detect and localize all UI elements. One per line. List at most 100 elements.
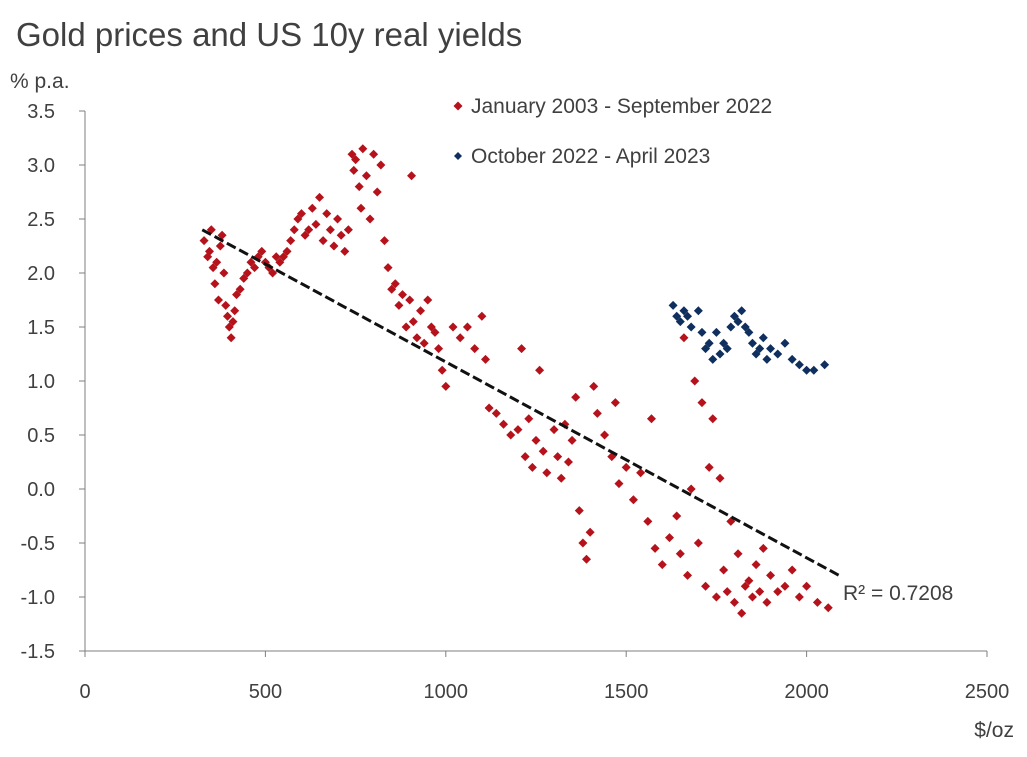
data-point bbox=[701, 581, 711, 591]
x-axis-label: $/oz bbox=[974, 719, 1014, 742]
data-point bbox=[733, 549, 743, 559]
series-1 bbox=[199, 144, 833, 618]
data-point bbox=[430, 327, 440, 337]
x-tick-label: 500 bbox=[249, 681, 282, 703]
data-point bbox=[556, 473, 566, 483]
y-tick-label: 1.0 bbox=[27, 371, 55, 393]
data-point bbox=[228, 317, 238, 327]
data-point bbox=[239, 273, 249, 283]
data-point bbox=[719, 338, 729, 348]
data-point bbox=[610, 398, 620, 408]
data-point bbox=[733, 317, 743, 327]
data-point bbox=[766, 570, 776, 580]
x-tick-label: 0 bbox=[79, 681, 90, 703]
data-point bbox=[711, 327, 721, 337]
data-point bbox=[278, 252, 288, 262]
legend-marker bbox=[453, 101, 463, 111]
data-point bbox=[340, 246, 350, 256]
data-point bbox=[600, 430, 610, 440]
y-tick-label: 1.5 bbox=[27, 317, 55, 339]
data-point bbox=[491, 408, 501, 418]
data-point bbox=[668, 300, 678, 310]
data-point bbox=[219, 268, 229, 278]
data-point bbox=[354, 182, 364, 192]
data-point bbox=[470, 344, 480, 354]
data-point bbox=[524, 414, 534, 424]
data-point bbox=[737, 608, 747, 618]
data-point bbox=[578, 538, 588, 548]
legend-marker bbox=[454, 152, 462, 160]
data-point bbox=[650, 543, 660, 553]
data-point bbox=[773, 349, 783, 359]
x-tick-label: 1500 bbox=[604, 681, 649, 703]
data-point bbox=[614, 479, 624, 489]
data-point bbox=[780, 338, 790, 348]
data-point bbox=[744, 576, 754, 586]
data-point bbox=[787, 565, 797, 575]
data-point bbox=[531, 435, 541, 445]
data-point bbox=[589, 381, 599, 391]
data-point bbox=[693, 538, 703, 548]
data-point bbox=[208, 263, 218, 273]
data-point bbox=[412, 333, 422, 343]
data-point bbox=[441, 381, 451, 391]
data-point bbox=[621, 462, 631, 472]
data-point bbox=[517, 344, 527, 354]
data-point bbox=[356, 203, 366, 213]
y-tick-label: 3.5 bbox=[27, 101, 55, 123]
data-point bbox=[744, 327, 754, 337]
data-point bbox=[257, 246, 267, 256]
data-point bbox=[347, 149, 357, 159]
x-tick-label: 2000 bbox=[784, 681, 829, 703]
data-point bbox=[351, 155, 361, 165]
series-2 bbox=[668, 300, 830, 375]
data-point bbox=[213, 295, 223, 305]
y-tick-label: 2.5 bbox=[27, 209, 55, 231]
data-point bbox=[646, 414, 656, 424]
data-point bbox=[246, 257, 256, 267]
data-point bbox=[683, 311, 693, 321]
y-axis-label: % p.a. bbox=[10, 70, 70, 93]
data-point bbox=[477, 311, 487, 321]
trendline bbox=[201, 228, 840, 577]
data-point bbox=[740, 322, 750, 332]
data-point bbox=[697, 398, 707, 408]
data-point bbox=[361, 171, 371, 181]
data-point bbox=[199, 236, 209, 246]
data-point bbox=[585, 527, 595, 537]
data-point bbox=[426, 322, 436, 332]
data-point bbox=[571, 392, 581, 402]
data-point bbox=[538, 446, 548, 456]
data-point bbox=[766, 344, 776, 354]
data-point bbox=[747, 592, 757, 602]
data-point bbox=[722, 344, 732, 354]
data-point bbox=[679, 306, 689, 316]
data-point bbox=[755, 344, 765, 354]
data-point bbox=[563, 457, 573, 467]
data-point bbox=[679, 333, 689, 343]
data-point bbox=[592, 408, 602, 418]
data-point bbox=[553, 452, 563, 462]
data-point bbox=[711, 592, 721, 602]
data-point bbox=[758, 333, 768, 343]
data-point bbox=[499, 419, 509, 429]
data-point bbox=[242, 268, 252, 278]
data-point bbox=[329, 241, 339, 251]
data-point bbox=[390, 279, 400, 289]
data-point bbox=[268, 268, 278, 278]
data-point bbox=[296, 209, 306, 219]
data-point bbox=[722, 587, 732, 597]
data-point bbox=[715, 473, 725, 483]
data-point bbox=[701, 344, 711, 354]
data-point bbox=[311, 219, 321, 229]
data-point bbox=[343, 225, 353, 235]
data-point bbox=[704, 338, 714, 348]
data-point bbox=[675, 317, 685, 327]
data-point bbox=[794, 360, 804, 370]
data-point bbox=[293, 214, 303, 224]
data-point bbox=[325, 225, 335, 235]
data-point bbox=[235, 284, 245, 294]
data-point bbox=[423, 295, 433, 305]
plot-area bbox=[199, 144, 833, 618]
